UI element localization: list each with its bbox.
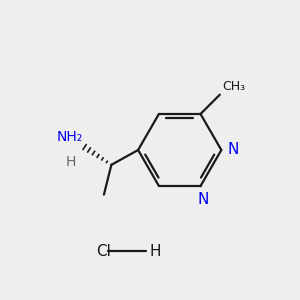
Text: NH₂: NH₂	[57, 130, 83, 144]
Text: N: N	[197, 192, 208, 207]
Text: Cl: Cl	[97, 244, 111, 259]
Text: CH₃: CH₃	[222, 80, 245, 93]
Text: H: H	[65, 155, 76, 169]
Text: H: H	[150, 244, 161, 259]
Text: N: N	[227, 142, 239, 157]
